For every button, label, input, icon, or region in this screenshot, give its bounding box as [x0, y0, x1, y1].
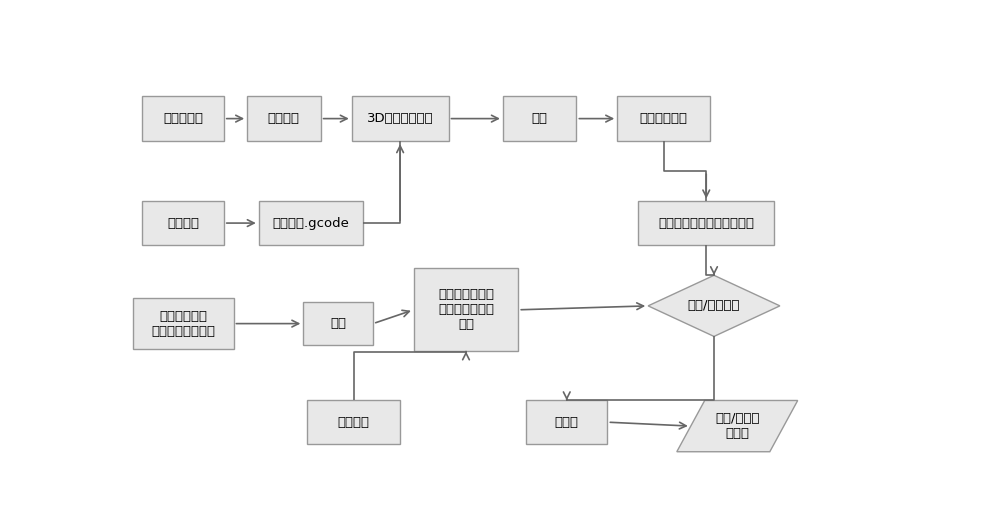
- FancyBboxPatch shape: [526, 400, 607, 444]
- Text: 熔炼: 熔炼: [330, 317, 346, 330]
- Text: 模具预热: 模具预热: [338, 416, 370, 429]
- Text: 切片导入.gcode: 切片导入.gcode: [273, 217, 349, 229]
- FancyBboxPatch shape: [638, 201, 774, 245]
- FancyBboxPatch shape: [503, 96, 576, 141]
- FancyBboxPatch shape: [414, 268, 518, 351]
- Text: 陶瓷/金属复合: 陶瓷/金属复合: [688, 300, 740, 312]
- Text: 烧结得到陶瓷: 烧结得到陶瓷: [640, 112, 688, 125]
- Text: 陶瓷固定镶嵌在模具中预热: 陶瓷固定镶嵌在模具中预热: [658, 217, 754, 229]
- FancyBboxPatch shape: [247, 96, 321, 141]
- Polygon shape: [677, 400, 798, 452]
- FancyBboxPatch shape: [352, 96, 449, 141]
- Text: 低压，常压，压
铸，感应等铸造
工艺: 低压，常压，压 铸，感应等铸造 工艺: [438, 288, 494, 331]
- FancyBboxPatch shape: [142, 201, 224, 245]
- FancyBboxPatch shape: [142, 96, 224, 141]
- FancyBboxPatch shape: [307, 400, 400, 444]
- FancyBboxPatch shape: [617, 96, 710, 141]
- Text: 3D陶泥打印成型: 3D陶泥打印成型: [367, 112, 433, 125]
- Text: 陶瓷粉混合: 陶瓷粉混合: [163, 112, 203, 125]
- Text: 热处理: 热处理: [555, 416, 579, 429]
- Text: 浆料配制: 浆料配制: [268, 112, 300, 125]
- FancyBboxPatch shape: [303, 302, 373, 345]
- Text: 金属粉末混合
熔炼金属原料配制: 金属粉末混合 熔炼金属原料配制: [151, 310, 215, 337]
- FancyBboxPatch shape: [259, 201, 363, 245]
- FancyBboxPatch shape: [133, 298, 234, 349]
- Text: 数值建模: 数值建模: [167, 217, 199, 229]
- Polygon shape: [648, 275, 780, 336]
- Text: 陶瓷/金属复
合材料: 陶瓷/金属复 合材料: [715, 412, 760, 440]
- Text: 干燥: 干燥: [532, 112, 548, 125]
